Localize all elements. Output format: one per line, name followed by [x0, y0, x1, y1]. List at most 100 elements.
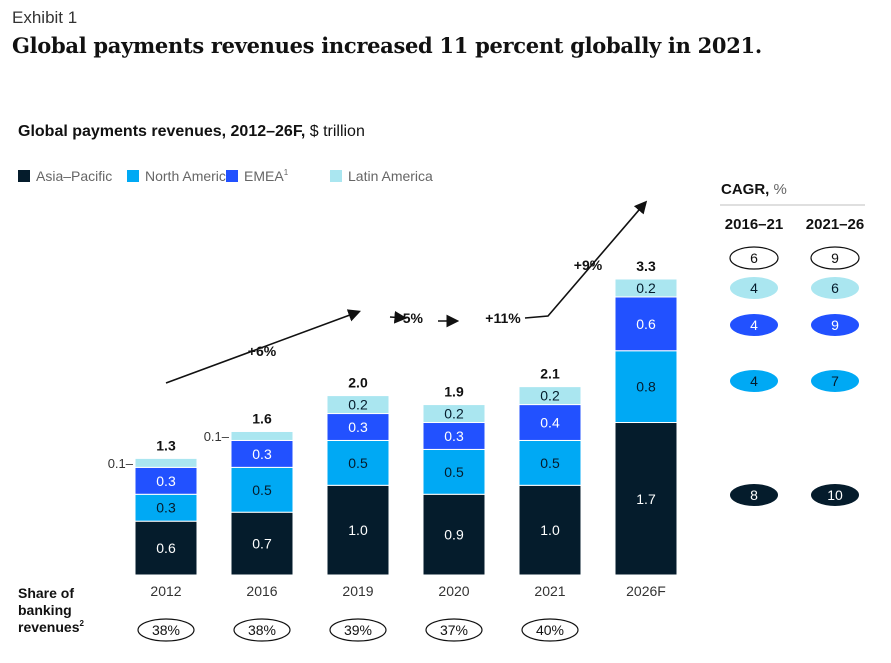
bar-segment — [326, 484, 390, 576]
total-label: 1.3 — [156, 437, 176, 453]
segment-label: 0.3 — [156, 473, 176, 489]
cagr-value: 4 — [750, 280, 758, 296]
segment-label: 1.0 — [540, 522, 560, 538]
cagr-ellipse — [730, 484, 778, 506]
share-ellipse — [521, 618, 579, 642]
share-ellipse — [137, 618, 195, 642]
cagr-ellipse — [811, 314, 859, 336]
segment-label: 0.2 — [636, 280, 656, 296]
bar-segment — [614, 296, 678, 352]
cagr-table: CAGR, % 2016–21 2021–26 6 9 4 6 4 9 4 7 8 10 — [720, 181, 865, 506]
bar-segment — [518, 386, 582, 406]
legend-label: Latin America — [348, 168, 433, 184]
exhibit-label: Exhibit 1 — [12, 8, 78, 27]
cagr-ellipse — [730, 314, 778, 336]
segment-label: 0.3 — [156, 500, 176, 516]
segment-label: 0.5 — [444, 464, 464, 480]
total-label: 2.1 — [540, 366, 560, 382]
segment-label: 0.6 — [636, 316, 656, 332]
category-label: 2020 — [438, 583, 469, 599]
legend-swatch — [226, 170, 238, 182]
share-value: 37% — [440, 622, 468, 638]
legend-swatch — [330, 170, 342, 182]
growth-arrow — [524, 200, 648, 319]
growth-annotations: +6% –5% +11% +9% — [165, 200, 648, 384]
bar-segment — [518, 439, 582, 486]
segment-label: 0.3 — [252, 446, 272, 462]
segment-label: 0.8 — [636, 379, 656, 395]
bar-segment — [230, 511, 294, 576]
bar-segment — [518, 404, 582, 441]
share-value: 39% — [344, 622, 372, 638]
legend-swatch — [18, 170, 30, 182]
segment-label: 0.5 — [252, 482, 272, 498]
segment-label: 0.5 — [540, 455, 560, 471]
share-label: banking — [18, 602, 72, 618]
legend-label: North America — [145, 168, 234, 184]
cagr-value: 9 — [831, 250, 839, 266]
category-label: 2026F — [626, 583, 666, 599]
total-label: 3.3 — [636, 258, 656, 274]
legend-swatch — [127, 170, 139, 182]
segment-label: 0.7 — [252, 536, 272, 552]
total-label: 1.9 — [444, 384, 464, 400]
cagr-ellipse — [811, 484, 859, 506]
bar-segment — [614, 350, 678, 424]
cagr-ellipse — [811, 370, 859, 392]
cagr-ellipse — [730, 370, 778, 392]
share-label: Share of — [18, 585, 74, 601]
segment-label: 0.1– — [108, 456, 134, 471]
segment-label: 0.3 — [444, 428, 464, 444]
category-label: 2021 — [534, 583, 565, 599]
bar-segment — [134, 457, 198, 468]
total-label: 1.6 — [252, 410, 272, 426]
bars: 0.6 0.3 0.3 0.1– 1.3 2012 0.7 0.5 0.3 0.1– 1.6 2016… — [108, 258, 678, 599]
cagr-ellipse — [729, 246, 779, 270]
legend-label: Asia–Pacific — [36, 168, 112, 184]
segment-label: 0.5 — [348, 455, 368, 471]
legend-label: EMEA1 — [244, 168, 289, 184]
share-ellipse — [329, 618, 387, 642]
bar-segment — [230, 430, 294, 441]
cagr-title: CAGR, % — [721, 181, 787, 198]
cagr-value: 8 — [750, 487, 758, 503]
bar-segment — [422, 422, 486, 450]
chart-title: Global payments revenues, 2012–26F, $ tr… — [18, 123, 365, 140]
bar-segment — [326, 395, 390, 415]
segment-label: 0.2 — [444, 406, 464, 422]
bar-segment — [422, 404, 486, 424]
segment-label: 1.7 — [636, 491, 656, 507]
growth-arrow — [389, 310, 408, 324]
headline: Global payments revenues increased 11 pe… — [12, 33, 762, 58]
growth-arrow — [165, 309, 362, 384]
bar-segment — [518, 484, 582, 576]
cagr-value: 7 — [831, 373, 839, 389]
share-ellipse — [425, 618, 483, 642]
bar-segment — [422, 448, 486, 495]
growth-label: –5% — [395, 310, 424, 326]
cagr-value: 6 — [831, 280, 839, 296]
legend: Asia–Pacific North America EMEA1 Latin Amer… — [18, 168, 433, 184]
share-label: revenues2 — [18, 619, 84, 635]
share-value: 40% — [536, 622, 564, 638]
share-value: 38% — [248, 622, 276, 638]
share-ellipse — [233, 618, 291, 642]
growth-label: +6% — [248, 343, 277, 359]
bar-segment — [134, 520, 198, 576]
bar-segment — [326, 413, 390, 441]
cagr-value: 9 — [831, 317, 839, 333]
segment-label: 0.9 — [444, 527, 464, 543]
segment-label: 1.0 — [348, 522, 368, 538]
cagr-ellipse — [810, 246, 860, 270]
cagr-ellipse — [730, 277, 778, 299]
bar-segment — [614, 278, 678, 298]
cagr-value: 10 — [827, 487, 843, 503]
segment-label: 0.4 — [540, 415, 560, 431]
bar-segment — [134, 466, 198, 495]
category-label: 2019 — [342, 583, 373, 599]
cagr-ellipse — [811, 277, 859, 299]
share-value: 38% — [152, 622, 180, 638]
growth-label: +11% — [485, 310, 521, 326]
